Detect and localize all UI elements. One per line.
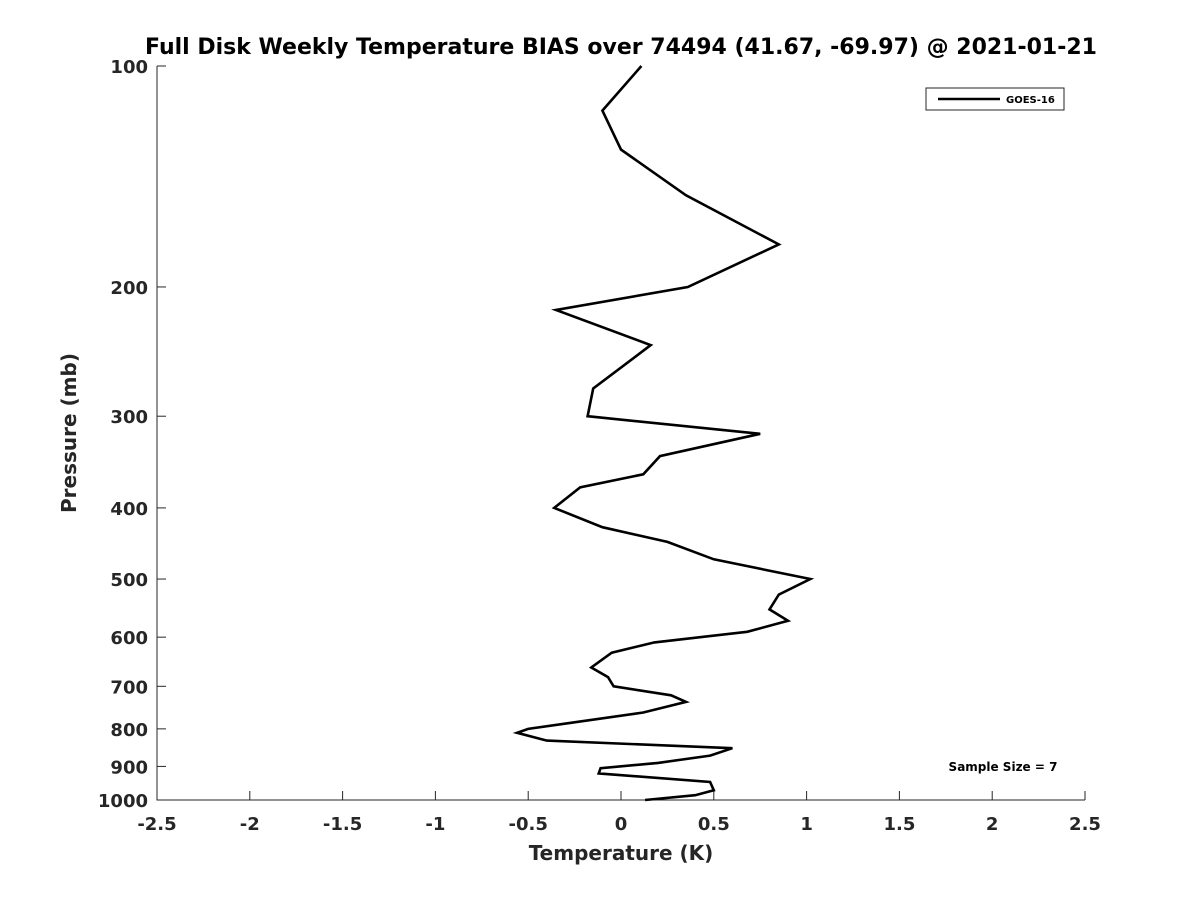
plot-area: -2.5 -2 -1.5 -1 -0.5 0 0.5 1 1.5 2 2.5 100 200 300 40… bbox=[98, 57, 1101, 835]
x-tick-label: 1 bbox=[800, 814, 813, 835]
y-tick-label: 700 bbox=[110, 677, 148, 698]
y-axis: 100 200 300 400 500 600 700 800 900 1000 bbox=[98, 57, 166, 812]
x-tick-label: -1 bbox=[425, 814, 445, 835]
sample-size-note: Sample Size = 7 bbox=[949, 760, 1058, 774]
x-tick-label: 1.5 bbox=[883, 814, 915, 835]
plot-axes bbox=[156, 66, 1085, 801]
y-tick-label: 500 bbox=[110, 570, 148, 591]
y-tick-label: 100 bbox=[110, 57, 148, 78]
y-tick-label: 1000 bbox=[98, 791, 148, 812]
y-tick-label: 400 bbox=[110, 499, 148, 520]
legend: GOES-16 bbox=[925, 87, 1065, 111]
series-layer bbox=[512, 65, 815, 802]
y-tick-label: 300 bbox=[110, 407, 148, 428]
chart-title: Full Disk Weekly Temperature BIAS over 7… bbox=[145, 35, 1097, 60]
x-tick-label: -1.5 bbox=[323, 814, 362, 835]
x-tick-label: -2.5 bbox=[137, 814, 176, 835]
y-axis-label: Pressure (mb) bbox=[57, 353, 81, 513]
x-tick-label: 0.5 bbox=[698, 814, 730, 835]
y-tick-label: 800 bbox=[110, 720, 148, 741]
x-tick-label: 2.5 bbox=[1069, 814, 1101, 835]
x-axis-label: Temperature (K) bbox=[529, 841, 714, 865]
y-tick-label: 600 bbox=[110, 628, 148, 649]
y-tick-label: 200 bbox=[110, 278, 148, 299]
x-tick-label: 2 bbox=[986, 814, 999, 835]
x-axis: -2.5 -2 -1.5 -1 -0.5 0 0.5 1 1.5 2 2.5 bbox=[137, 791, 1101, 835]
y-tick-label: 900 bbox=[110, 757, 148, 778]
series-line-goes-16 bbox=[512, 65, 815, 802]
x-tick-label: -2 bbox=[240, 814, 260, 835]
x-tick-label: -0.5 bbox=[509, 814, 548, 835]
x-tick-label: 0 bbox=[615, 814, 628, 835]
legend-label-goes-16: GOES-16 bbox=[1006, 95, 1055, 106]
